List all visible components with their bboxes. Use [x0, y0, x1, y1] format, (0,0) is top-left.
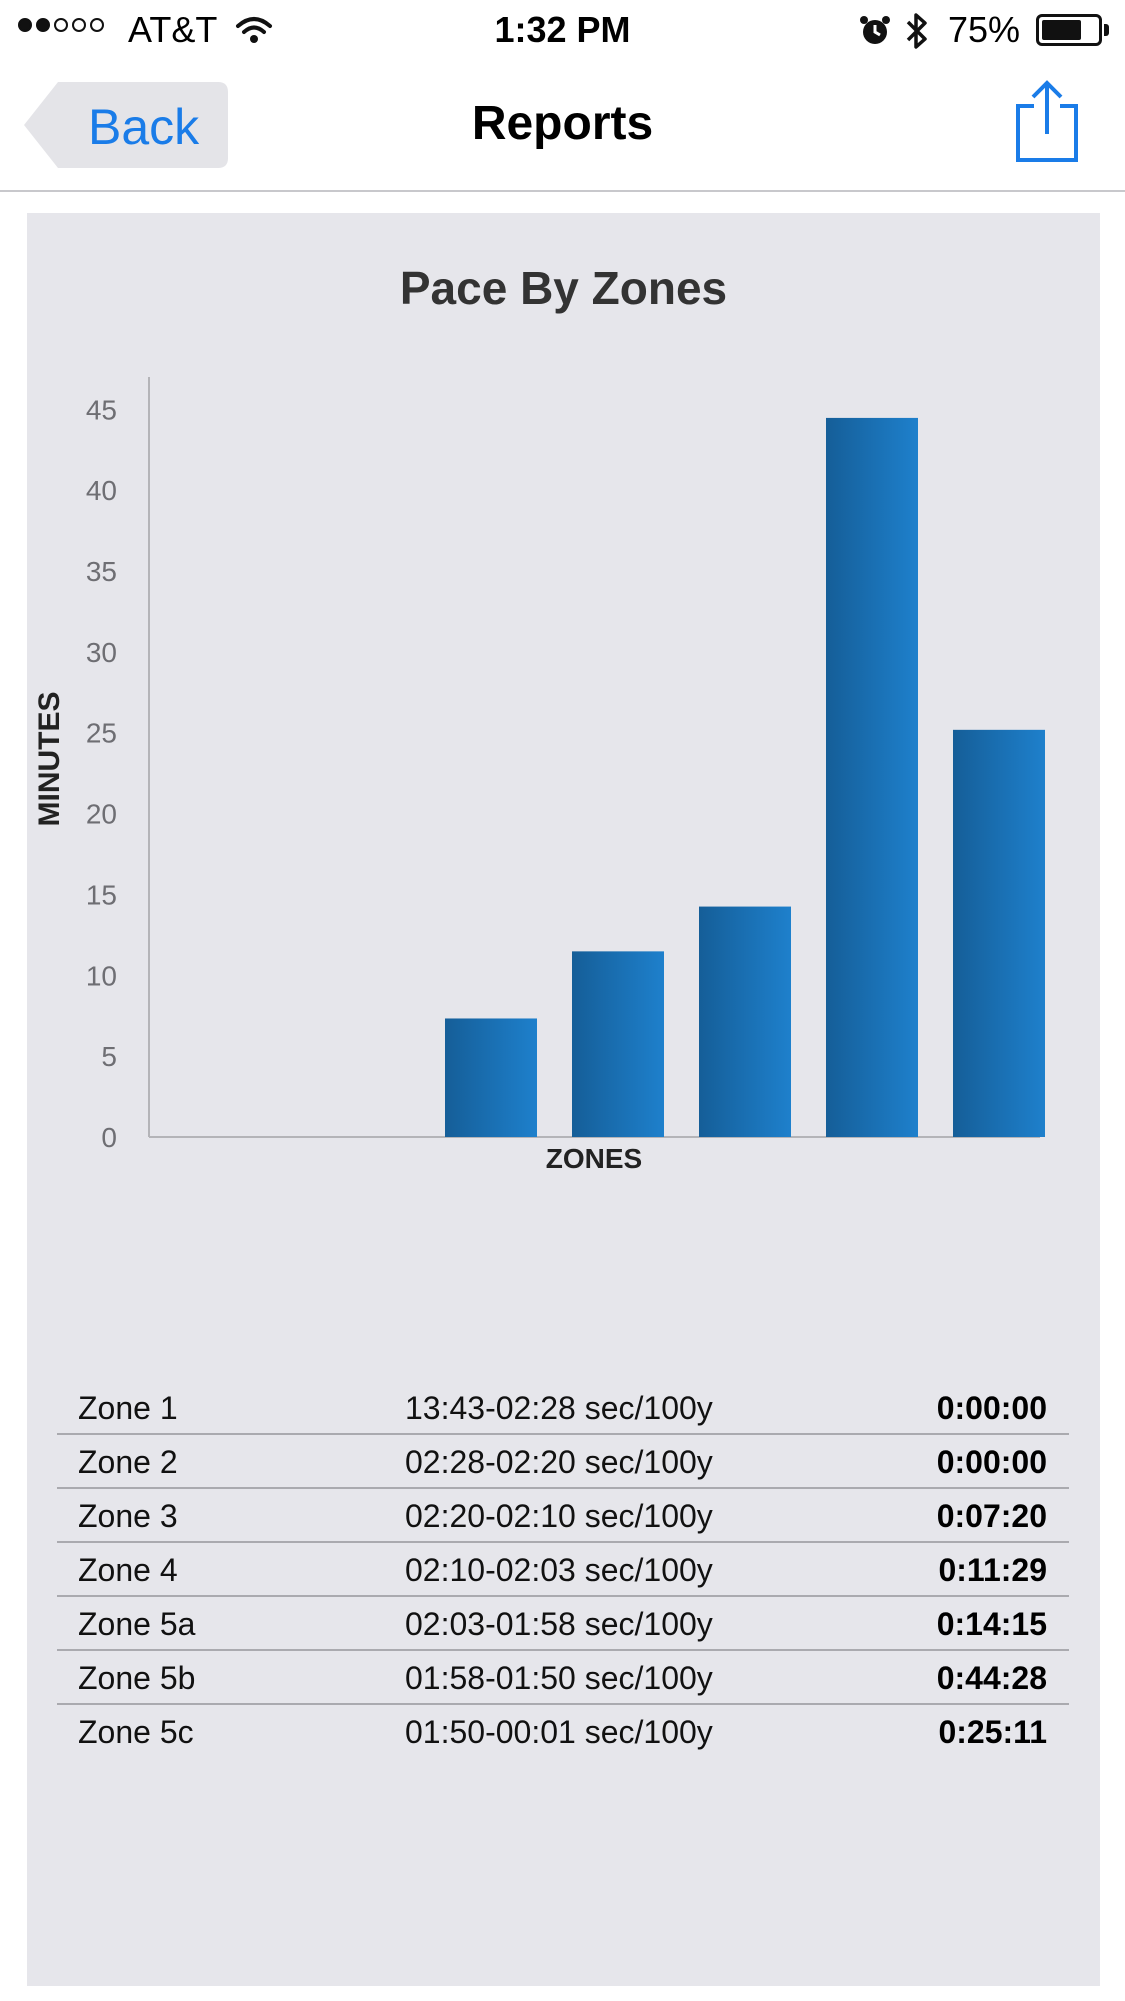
- zones-table: Zone 1 13:43-02:28 sec/100y 0:00:00 Zone 2 0…: [57, 1381, 1069, 1759]
- battery-percent: 75%: [948, 9, 1021, 50]
- zone-range: 02:10-02:03 sec/100y: [405, 1552, 713, 1588]
- table-row: Zone 4 02:10-02:03 sec/100y 0:11:29: [57, 1543, 1069, 1597]
- bar-zone-5b: [826, 417, 918, 1137]
- table-row: Zone 5c 01:50-00:01 sec/100y 0:25:11: [57, 1705, 1069, 1759]
- navigation-bar: Back Reports: [0, 62, 1125, 192]
- y-tick-label: 20: [86, 799, 117, 830]
- zone-time: 0:00:00: [936, 1390, 1047, 1426]
- table-row: Zone 2 02:28-02:20 sec/100y 0:00:00: [57, 1435, 1069, 1489]
- y-tick-label: 0: [101, 1122, 117, 1153]
- signal-dot: [18, 18, 32, 32]
- chart-ylabel: MINUTES: [33, 692, 66, 827]
- page-title: Reports: [471, 97, 654, 150]
- table-row: Zone 3 02:20-02:10 sec/100y 0:07:20: [57, 1489, 1069, 1543]
- signal-dots-icon: [18, 18, 104, 32]
- y-tick-label: 35: [86, 556, 117, 587]
- chart-title: Pace By Zones: [399, 262, 728, 314]
- status-time: 1:32 PM: [494, 9, 631, 50]
- chart-xlabel: ZONES: [546, 1143, 642, 1174]
- y-tick-label: 15: [86, 879, 117, 910]
- zone-range: 01:58-01:50 sec/100y: [405, 1660, 713, 1696]
- zone-range: 01:50-00:01 sec/100y: [405, 1714, 713, 1750]
- y-tick-label: 40: [86, 475, 117, 506]
- carrier-name: AT&T: [128, 9, 218, 50]
- zone-time: 0:00:00: [936, 1444, 1047, 1480]
- y-tick-label: 5: [101, 1041, 117, 1072]
- bar-zone-4: [572, 951, 664, 1137]
- y-tick-label: 30: [86, 637, 117, 668]
- zone-name: Zone 4: [78, 1552, 178, 1588]
- bars: [445, 417, 1045, 1137]
- zone-name: Zone 2: [78, 1444, 178, 1480]
- zone-range: 13:43-02:28 sec/100y: [405, 1390, 713, 1426]
- y-tick-label: 25: [86, 718, 117, 749]
- bluetooth-icon: [906, 13, 927, 49]
- zone-range: 02:03-01:58 sec/100y: [405, 1606, 713, 1642]
- battery-tip: [1104, 24, 1109, 36]
- zone-time: 0:14:15: [936, 1606, 1047, 1642]
- signal-dot: [90, 18, 104, 32]
- table-row: Zone 1 13:43-02:28 sec/100y 0:00:00: [57, 1381, 1069, 1435]
- report-panel: Pace By Zones MINUTES 0 5 10 15 20 25 30 35 40 45…: [27, 213, 1100, 1986]
- bar-zone-5c: [953, 729, 1045, 1137]
- zone-time: 0:44:28: [936, 1660, 1047, 1696]
- y-ticks: 0 5 10 15 20 25 30 35 40 45: [86, 394, 117, 1153]
- bar-zone-3: [445, 1018, 537, 1137]
- zone-time: 0:11:29: [938, 1552, 1047, 1588]
- share-button[interactable]: [1014, 78, 1080, 168]
- zone-name: Zone 1: [78, 1390, 178, 1426]
- table-row: Zone 5a 02:03-01:58 sec/100y 0:14:15: [57, 1597, 1069, 1651]
- back-button[interactable]: Back: [24, 82, 228, 168]
- zone-name: Zone 3: [78, 1498, 178, 1534]
- battery-fill: [1042, 20, 1081, 40]
- pace-by-zones-chart: MINUTES 0 5 10 15 20 25 30 35 40 45 ZONES: [33, 377, 1045, 1174]
- back-label: Back: [88, 99, 200, 155]
- zone-range: 02:28-02:20 sec/100y: [405, 1444, 713, 1480]
- y-tick-label: 10: [86, 960, 117, 991]
- zone-name: Zone 5a: [78, 1606, 196, 1642]
- y-tick-label: 45: [86, 394, 117, 425]
- signal-dot: [54, 18, 68, 32]
- zone-name: Zone 5b: [78, 1660, 196, 1696]
- zone-range: 02:20-02:10 sec/100y: [405, 1498, 713, 1534]
- battery-icon: [1036, 14, 1102, 46]
- share-icon: [1016, 80, 1078, 162]
- table-row: Zone 5b 01:58-01:50 sec/100y 0:44:28: [57, 1651, 1069, 1705]
- alarm-icon: [860, 16, 890, 44]
- status-bar: AT&T 1:32 PM 75%: [0, 0, 1125, 62]
- signal-dot: [72, 18, 86, 32]
- signal-dot: [36, 18, 50, 32]
- zone-time: 0:07:20: [936, 1498, 1047, 1534]
- zone-name: Zone 5c: [78, 1714, 194, 1750]
- zone-time: 0:25:11: [938, 1714, 1047, 1750]
- bar-zone-5a: [699, 906, 791, 1137]
- wifi-icon: [236, 17, 272, 43]
- back-button-shape: [24, 82, 228, 168]
